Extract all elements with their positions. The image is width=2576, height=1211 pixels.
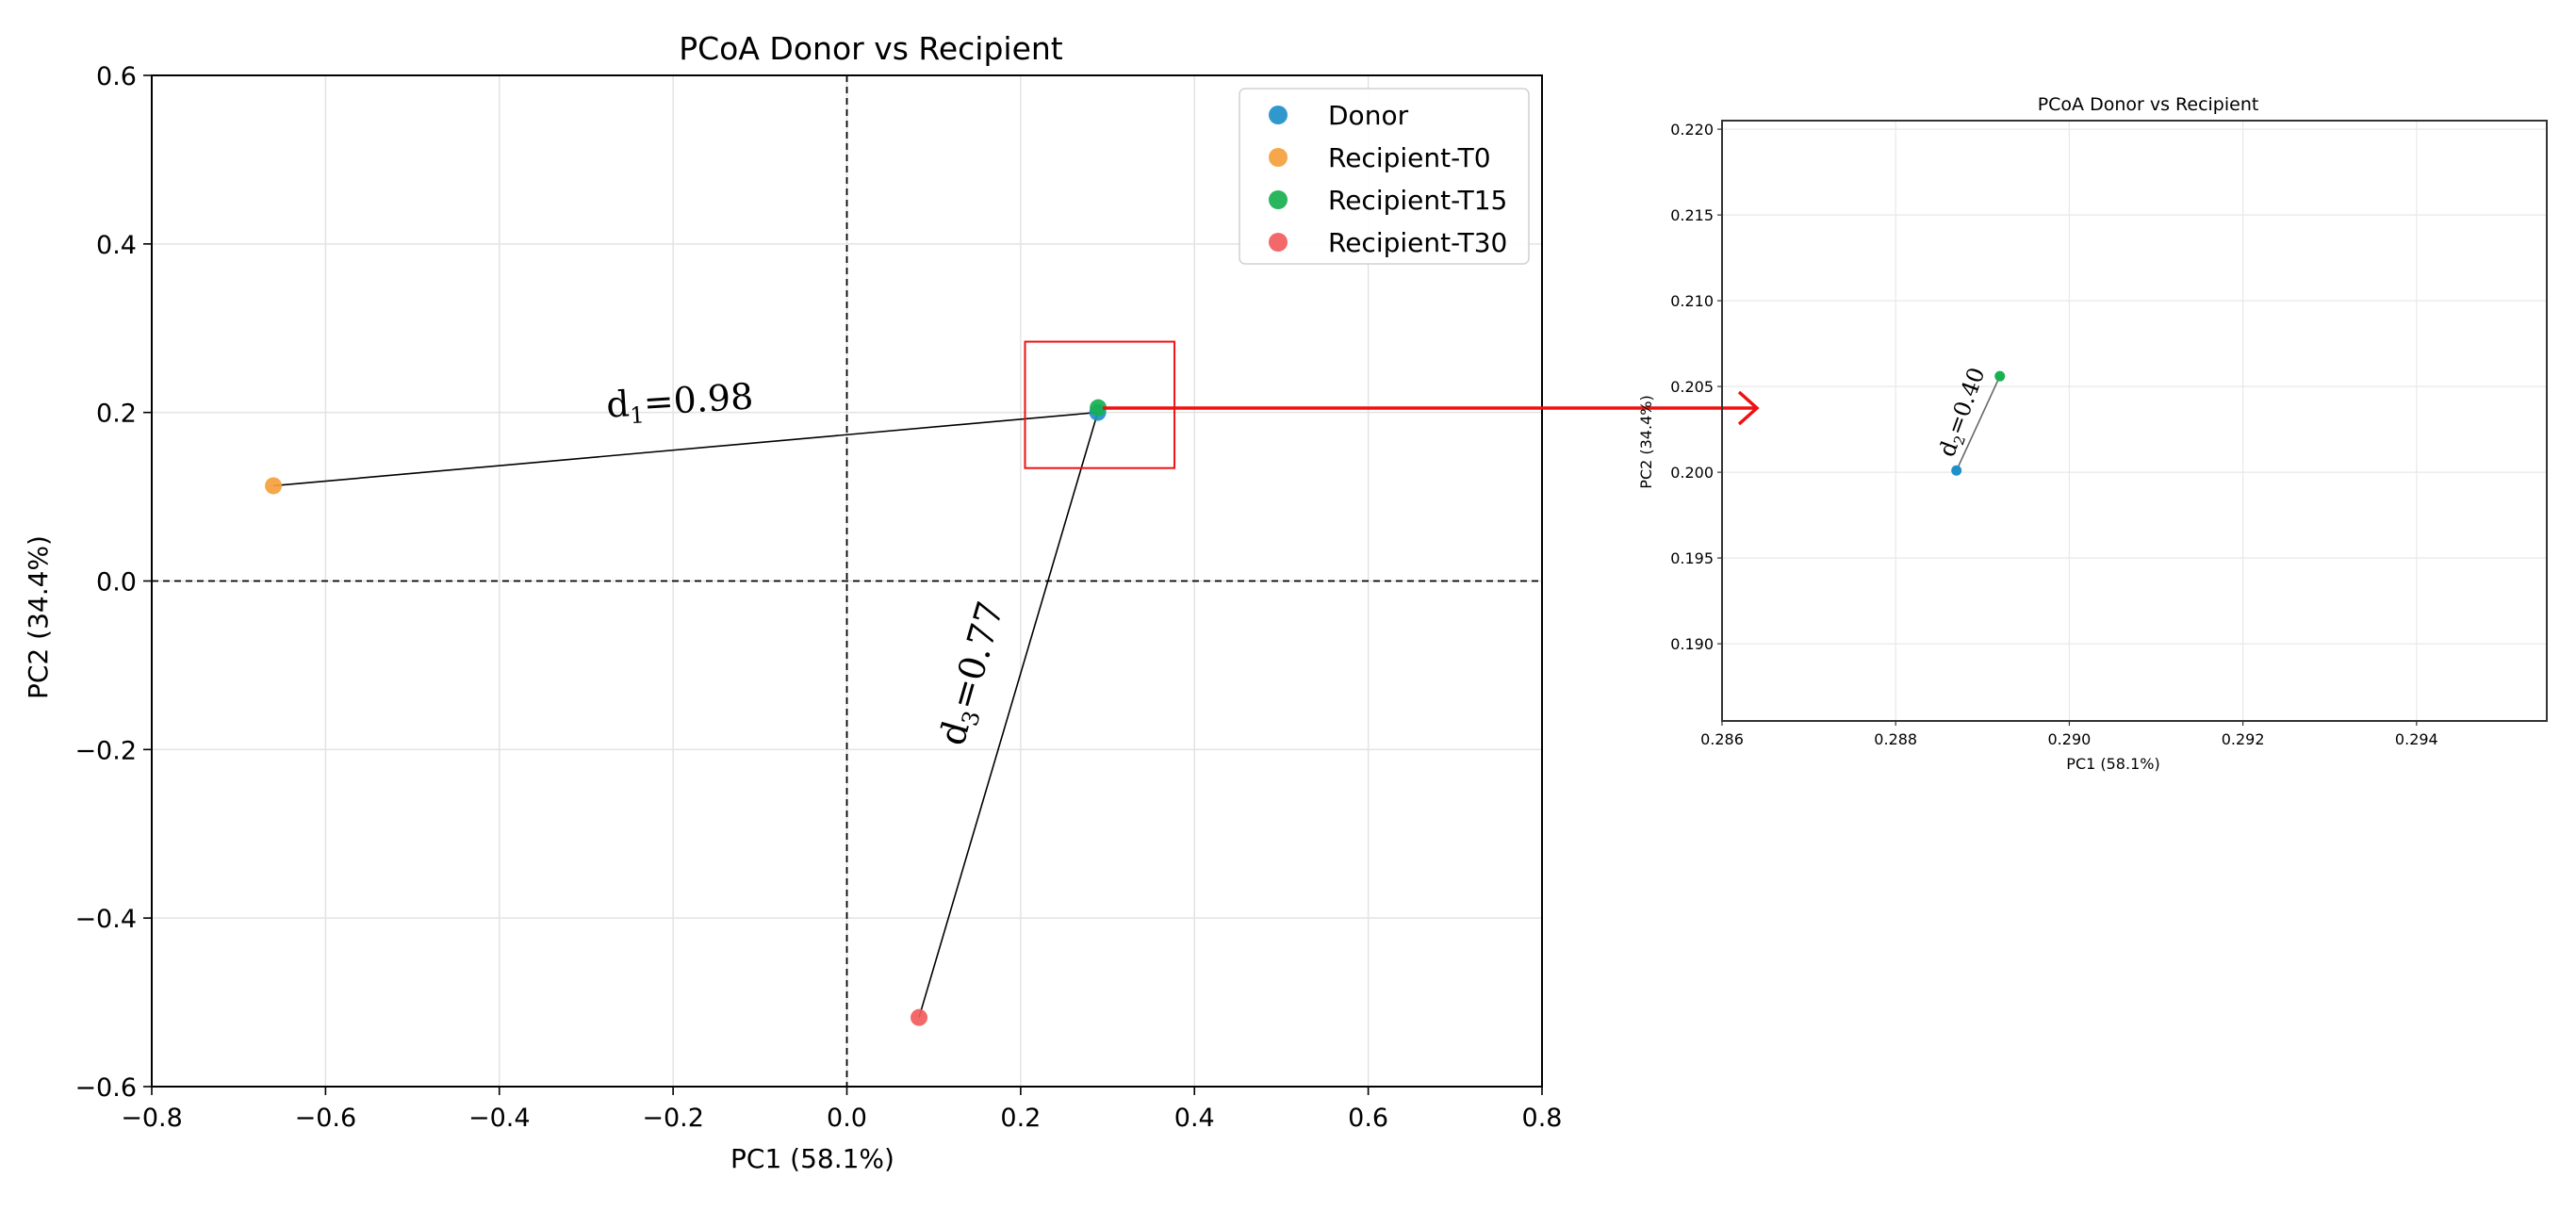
legend-marker-recipient-t30: [1269, 233, 1288, 252]
zoom-y-tick-label: 0.210: [1670, 292, 1714, 310]
main-data-points: [265, 399, 1108, 1026]
zoom-data-points: [1951, 370, 2006, 476]
distance-label-d1: d1=0.98: [605, 375, 755, 430]
zoom-y-tick-label: 0.200: [1670, 464, 1714, 482]
legend-marker-donor: [1269, 106, 1288, 124]
main-x-tick-label: 0.8: [1522, 1104, 1563, 1133]
distance-label-d1-value: =0.98: [643, 375, 755, 423]
main-x-tick-label: 0.6: [1348, 1104, 1388, 1133]
main-x-tick-label: 0.4: [1174, 1104, 1215, 1133]
zoom-arrow: [1103, 390, 1760, 426]
main-y-tick-label: 0.4: [96, 231, 137, 260]
main-y-tick-label: 0.2: [96, 400, 137, 429]
distance-label-d1-main: d: [605, 383, 631, 425]
zoom-arrow-head: [1737, 390, 1760, 426]
point-recipient-t0: [265, 477, 283, 495]
zoom-scatter-plot: 0.286 0.288 0.290 0.292 0.294 0.190 0.195 0.20…: [1637, 94, 2548, 773]
main-y-tick-label: 0.6: [96, 62, 137, 91]
zoom-y-tick-label: 0.220: [1670, 121, 1714, 139]
zoom-chart-title: PCoA Donor vs Recipient: [2038, 94, 2259, 115]
zoom-x-tick-label: 0.288: [1874, 730, 1917, 748]
zoom-y-tick-label: 0.190: [1670, 635, 1714, 653]
point-recipient-t15: [1090, 399, 1108, 417]
distance-label-d3-value: =0.77: [942, 597, 1011, 713]
zoom-grid: [1721, 121, 2547, 721]
main-chart-title: PCoA Donor vs Recipient: [679, 30, 1063, 67]
zoom-point-recipient-t15: [1994, 370, 2006, 382]
zoom-distance-line-0: [1955, 375, 2001, 471]
legend-marker-recipient-t15: [1269, 190, 1288, 209]
main-x-ticks: −0.8 −0.6 −0.4 −0.2 0.0 0.2 0.4 0.6 0.8: [121, 1087, 1562, 1133]
zoom-x-tick-label: 0.286: [1700, 730, 1744, 748]
zoom-y-axis-label: PC2 (34.4%): [1637, 395, 1655, 488]
main-x-axis-label: PC1 (58.1%): [730, 1143, 894, 1174]
main-x-tick-label: 0.2: [1000, 1104, 1041, 1133]
main-zero-lines: [152, 75, 1542, 1087]
zoom-x-tick-label: 0.290: [2048, 730, 2092, 748]
point-recipient-t30: [911, 1008, 928, 1026]
zoom-x-axis-label: PC1 (58.1%): [2066, 755, 2159, 773]
main-y-tick-label: 0.0: [96, 568, 137, 597]
zoom-distance-lines: [1955, 375, 2001, 471]
legend-items: Donor Recipient-T0 Recipient-T15 Recipient-…: [1269, 100, 1507, 258]
zoom-y-ticks: 0.190 0.195 0.200 0.205 0.210 0.215 0.220: [1670, 121, 1722, 653]
legend-label-recipient-t0: Recipient-T0: [1328, 142, 1491, 173]
main-y-tick-label: −0.4: [74, 905, 137, 934]
zoom-y-tick-label: 0.205: [1670, 378, 1714, 396]
distance-label-d1-sub: 1: [630, 401, 646, 429]
distance-label-d2-value: =0.40: [1942, 364, 1990, 438]
main-scatter-plot: −0.8 −0.6 −0.4 −0.2 0.0 0.2 0.4 0.6 0.8 −0.6−0.4…: [23, 30, 1562, 1174]
main-x-tick-label: −0.8: [121, 1104, 183, 1133]
zoom-x-tick-label: 0.294: [2395, 730, 2438, 748]
main-distance-lines: [272, 411, 1099, 1018]
main-distance-line-1: [918, 412, 1099, 1018]
distance-label-d2: d2=0.40: [1933, 364, 1993, 461]
distance-label-d3-sub: 3: [957, 708, 986, 728]
zoom-y-tick-label: 0.215: [1670, 206, 1714, 224]
main-y-axis-label: PC2 (34.4%): [23, 535, 54, 699]
zoom-point-donor: [1951, 465, 1962, 476]
zoom-x-ticks: 0.286 0.288 0.290 0.292 0.294: [1700, 721, 2438, 748]
main-y-tick-label: −0.2: [74, 736, 137, 765]
distance-label-d3: d3=0.77: [931, 597, 1016, 751]
legend-marker-recipient-t0: [1269, 148, 1288, 167]
zoom-y-tick-label: 0.195: [1670, 549, 1714, 567]
main-x-tick-label: −0.2: [642, 1104, 704, 1133]
main-y-tick-label: −0.6: [74, 1073, 137, 1103]
zoom-region-box: [1024, 340, 1176, 469]
zoom-plot-frame: [1721, 120, 2548, 722]
main-x-tick-label: −0.6: [295, 1104, 357, 1133]
main-distance-line-0: [272, 411, 1098, 487]
main-legend: Donor Recipient-T0 Recipient-T15 Recipient-…: [1239, 88, 1530, 265]
main-x-tick-label: −0.4: [468, 1104, 531, 1133]
legend-label-recipient-t15: Recipient-T15: [1328, 185, 1507, 216]
legend-label-donor: Donor: [1328, 100, 1409, 131]
zoom-x-tick-label: 0.292: [2222, 730, 2265, 748]
legend-frame: [1239, 88, 1530, 265]
main-y-ticks: −0.6 −0.4 −0.2 0.0 0.2 0.4 0.6: [74, 62, 152, 1103]
legend-label-recipient-t30: Recipient-T30: [1328, 227, 1507, 258]
main-x-tick-label: 0.0: [827, 1104, 867, 1133]
